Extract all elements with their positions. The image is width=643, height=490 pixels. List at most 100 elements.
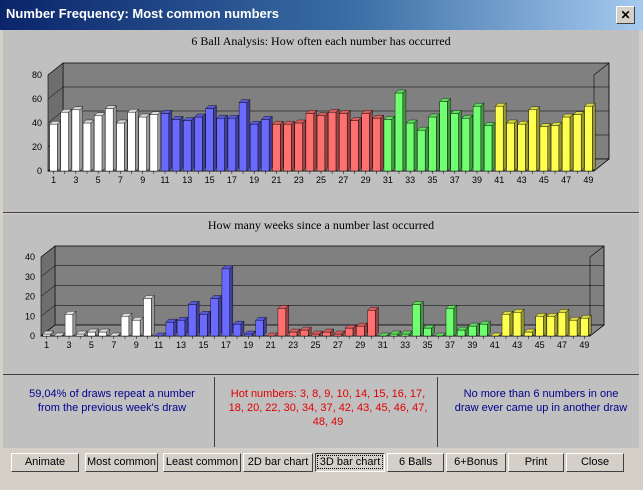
x-tick-label: 39 — [472, 175, 482, 185]
bar-5 — [87, 328, 99, 337]
bar-46 — [546, 312, 559, 337]
frequency-chart-title: 6 Ball Analysis: How often each number h… — [191, 34, 451, 48]
3d-bar-chart-button[interactable]: 3D bar chart — [315, 453, 385, 472]
bar-47 — [557, 308, 570, 337]
bar-39 — [472, 102, 485, 172]
2d-bar-chart-button[interactable]: 2D bar chart — [243, 453, 313, 472]
info-area: 59,04% of draws repeat a number from the… — [3, 375, 639, 448]
6-plus-bonus-button-label: 6+Bonus — [454, 456, 498, 468]
hot-numbers-text: Hot numbers: 3, 8, 9, 10, 14, 15, 16, 17… — [228, 388, 428, 428]
bar-13 — [176, 316, 189, 337]
print-button-label: Print — [524, 456, 548, 468]
most-common-button[interactable]: Most common — [85, 453, 158, 472]
x-tick-label: 47 — [561, 175, 571, 185]
bar-35 — [428, 113, 440, 172]
x-tick-label: 5 — [89, 340, 94, 350]
x-tick-label: 9 — [140, 175, 145, 185]
close-window-button[interactable]: ✕ — [616, 6, 635, 24]
x-tick-label: 19 — [243, 340, 253, 350]
x-tick-label: 23 — [288, 340, 298, 350]
x-tick-label: 33 — [400, 340, 410, 350]
info-separator — [437, 377, 438, 447]
bar-8 — [120, 312, 133, 337]
bar-36 — [439, 97, 451, 172]
bar-32 — [389, 330, 402, 337]
x-tick-label: 27 — [333, 340, 343, 350]
bar-30 — [367, 306, 379, 337]
x-tick-label: 43 — [512, 340, 522, 350]
bar-29 — [355, 322, 368, 337]
weeks-since-chart-title: How many weeks since a number last occur… — [207, 218, 435, 232]
bar-37 — [450, 109, 463, 172]
bar-45 — [539, 123, 552, 172]
bar-48 — [568, 316, 581, 337]
bar-26 — [327, 108, 340, 172]
bar-6 — [104, 105, 117, 172]
x-tick-label: 13 — [176, 340, 186, 350]
bar-13 — [182, 117, 195, 172]
bar-7 — [109, 332, 122, 337]
least-common-button[interactable]: Least common — [163, 453, 241, 472]
bar-41 — [490, 332, 503, 337]
bar-17 — [221, 265, 234, 337]
bar-47 — [561, 113, 574, 172]
bar-43 — [512, 308, 525, 337]
bar-46 — [550, 121, 563, 172]
bar-27 — [338, 109, 351, 172]
least-common-button-label: Least common — [165, 456, 239, 468]
close-button[interactable]: Close — [566, 453, 624, 472]
bar-23 — [288, 328, 301, 337]
bar-20 — [260, 115, 273, 172]
bar-9 — [131, 316, 144, 337]
y-tick-label: 80 — [32, 70, 42, 80]
chart-gridline — [40, 265, 604, 277]
x-tick-label: 17 — [227, 175, 237, 185]
bar-42 — [501, 310, 514, 337]
bar-27 — [333, 330, 346, 337]
bar-49 — [579, 314, 592, 337]
bar-42 — [506, 119, 518, 172]
bar-48 — [572, 111, 585, 172]
x-tick-label: 7 — [111, 340, 116, 350]
x-tick-label: 35 — [423, 340, 433, 350]
x-tick-label: 15 — [205, 175, 215, 185]
6-balls-button[interactable]: 6 Balls — [387, 453, 444, 472]
y-tick-label: 30 — [25, 272, 35, 282]
bar-37 — [445, 304, 458, 337]
x-tick-label: 1 — [51, 175, 56, 185]
bar-12 — [171, 115, 184, 172]
animate-button-label: Animate — [24, 456, 66, 468]
bar-15 — [199, 310, 211, 337]
x-tick-label: 41 — [494, 175, 504, 185]
x-tick-label: 15 — [198, 340, 208, 350]
x-tick-label: 35 — [427, 175, 437, 185]
bar-1 — [42, 330, 55, 337]
print-button[interactable]: Print — [508, 453, 564, 472]
x-tick-label: 47 — [557, 340, 567, 350]
x-tick-label: 3 — [67, 340, 72, 350]
bar-14 — [187, 300, 200, 337]
bar-23 — [294, 119, 307, 172]
x-tick-label: 43 — [517, 175, 527, 185]
animate-button[interactable]: Animate — [11, 453, 79, 472]
bar-45 — [535, 312, 547, 337]
bar-9 — [138, 113, 151, 172]
bar-4 — [82, 119, 95, 172]
6-balls-button-label: 6 Balls — [398, 456, 433, 468]
bar-44 — [528, 106, 541, 172]
x-tick-label: 49 — [579, 340, 589, 350]
6-plus-bonus-button[interactable]: 6+Bonus — [446, 453, 506, 472]
bar-25 — [316, 112, 329, 172]
bar-10 — [149, 111, 162, 172]
bar-31 — [378, 332, 391, 337]
y-tick-label: 40 — [25, 252, 35, 262]
repeat-stat-text: 59,04% of draws repeat a number from the… — [29, 388, 195, 414]
x-tick-label: 11 — [154, 340, 163, 350]
bar-3 — [64, 310, 77, 337]
bar-18 — [232, 320, 245, 337]
bar-22 — [283, 120, 295, 172]
chart-gridline — [47, 86, 609, 100]
bar-22 — [277, 304, 290, 337]
